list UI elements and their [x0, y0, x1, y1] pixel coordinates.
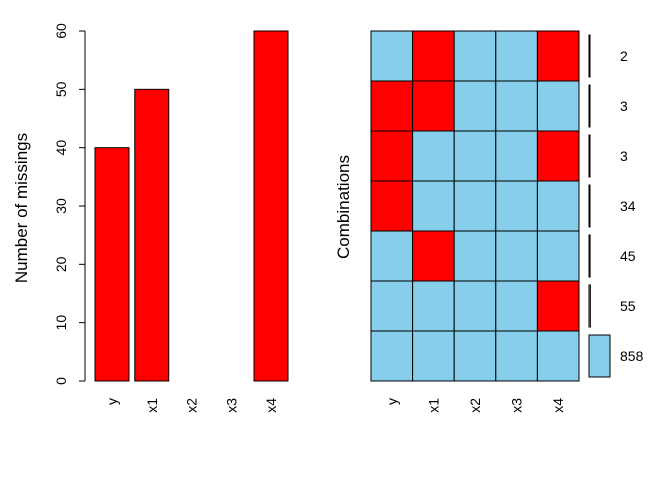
count-bar — [588, 34, 591, 78]
heatmap-cell — [536, 180, 580, 232]
heatmap-cell — [412, 80, 455, 132]
combinations-axis-title: Combinations — [334, 155, 353, 259]
heatmap-cell — [370, 180, 414, 232]
bar-x4 — [253, 30, 289, 382]
y-tick-label: 40 — [53, 140, 69, 156]
heatmap-cell — [536, 30, 580, 82]
heatmap-cell — [370, 280, 414, 332]
y-tick-label: 20 — [53, 256, 69, 272]
heatmap-cell — [370, 330, 414, 382]
heatmap-cell — [495, 130, 538, 182]
heatmap-cell — [453, 80, 497, 132]
heatmap-cell — [495, 30, 538, 82]
bars-group — [94, 30, 289, 382]
missings-bar-chart: 0 10 20 30 40 50 60 y x1 x2 x3 x4 Number of missin… — [12, 23, 289, 413]
x-tick-label-x1: x1 — [144, 398, 160, 413]
count-bar — [588, 184, 591, 228]
heatmap-cell — [412, 130, 455, 182]
combinations-heatmap: y x1 x2 x3 x4 2 3 3 34 45 55 858 Combinations — [334, 30, 644, 413]
count-label: 3 — [620, 98, 628, 114]
bar-y — [94, 147, 130, 382]
heatmap-x-label-x3: x3 — [509, 398, 525, 413]
heatmap-cells — [370, 30, 580, 382]
x-tick-label-x3: x3 — [223, 398, 239, 413]
count-bar — [588, 284, 591, 328]
combination-count-labels: 2 3 3 34 45 55 858 — [620, 48, 644, 364]
count-bar — [588, 84, 591, 128]
heatmap-cell — [370, 230, 414, 282]
count-label: 45 — [620, 248, 636, 264]
y-tick-label: 0 — [53, 377, 69, 385]
combination-count-bars — [588, 34, 611, 378]
heatmap-cell — [536, 80, 580, 132]
heatmap-cell — [453, 130, 497, 182]
heatmap-cell — [412, 230, 455, 282]
heatmap-cell — [536, 230, 580, 282]
heatmap-cell — [495, 180, 538, 232]
heatmap-cell — [453, 330, 497, 382]
heatmap-x-label-x4: x4 — [550, 398, 566, 413]
heatmap-cell — [495, 230, 538, 282]
heatmap-cell — [370, 80, 414, 132]
count-bar — [588, 234, 591, 278]
heatmap-cell — [453, 180, 497, 232]
x-axis-labels: y x1 x2 x3 x4 — [104, 398, 279, 413]
count-bar — [588, 334, 611, 378]
heatmap-x-label-y: y — [384, 398, 400, 405]
heatmap-cell — [536, 330, 580, 382]
x-tick-label-y: y — [104, 398, 120, 405]
count-label: 55 — [620, 298, 636, 314]
count-label: 34 — [620, 198, 636, 214]
heatmap-cell — [536, 130, 580, 182]
x-tick-label-x4: x4 — [263, 398, 279, 413]
heatmap-x-labels: y x1 x2 x3 x4 — [384, 398, 566, 413]
bar-x1 — [134, 88, 170, 382]
heatmap-cell — [495, 330, 538, 382]
heatmap-cell — [495, 280, 538, 332]
y-axis: 0 10 20 30 40 50 60 — [53, 23, 86, 385]
y-tick-label: 30 — [53, 198, 69, 214]
count-bar — [588, 134, 591, 178]
heatmap-x-label-x1: x1 — [425, 398, 441, 413]
x-tick-label-x2: x2 — [184, 398, 200, 413]
heatmap-cell — [453, 280, 497, 332]
heatmap-cell — [412, 280, 455, 332]
count-label: 858 — [620, 348, 644, 364]
heatmap-cell — [536, 280, 580, 332]
heatmap-cell — [412, 330, 455, 382]
y-tick-label: 60 — [53, 23, 69, 39]
heatmap-cell — [412, 180, 455, 232]
y-axis-title: Number of missings — [12, 133, 31, 283]
heatmap-cell — [453, 230, 497, 282]
heatmap-x-label-x2: x2 — [467, 398, 483, 413]
count-label: 3 — [620, 148, 628, 164]
heatmap-cell — [453, 30, 497, 82]
heatmap-cell — [495, 80, 538, 132]
heatmap-cell — [370, 30, 414, 82]
count-label: 2 — [620, 48, 628, 64]
heatmap-cell — [370, 130, 414, 182]
y-tick-label: 10 — [53, 315, 69, 331]
heatmap-cell — [412, 30, 455, 82]
y-tick-label: 50 — [53, 81, 69, 97]
